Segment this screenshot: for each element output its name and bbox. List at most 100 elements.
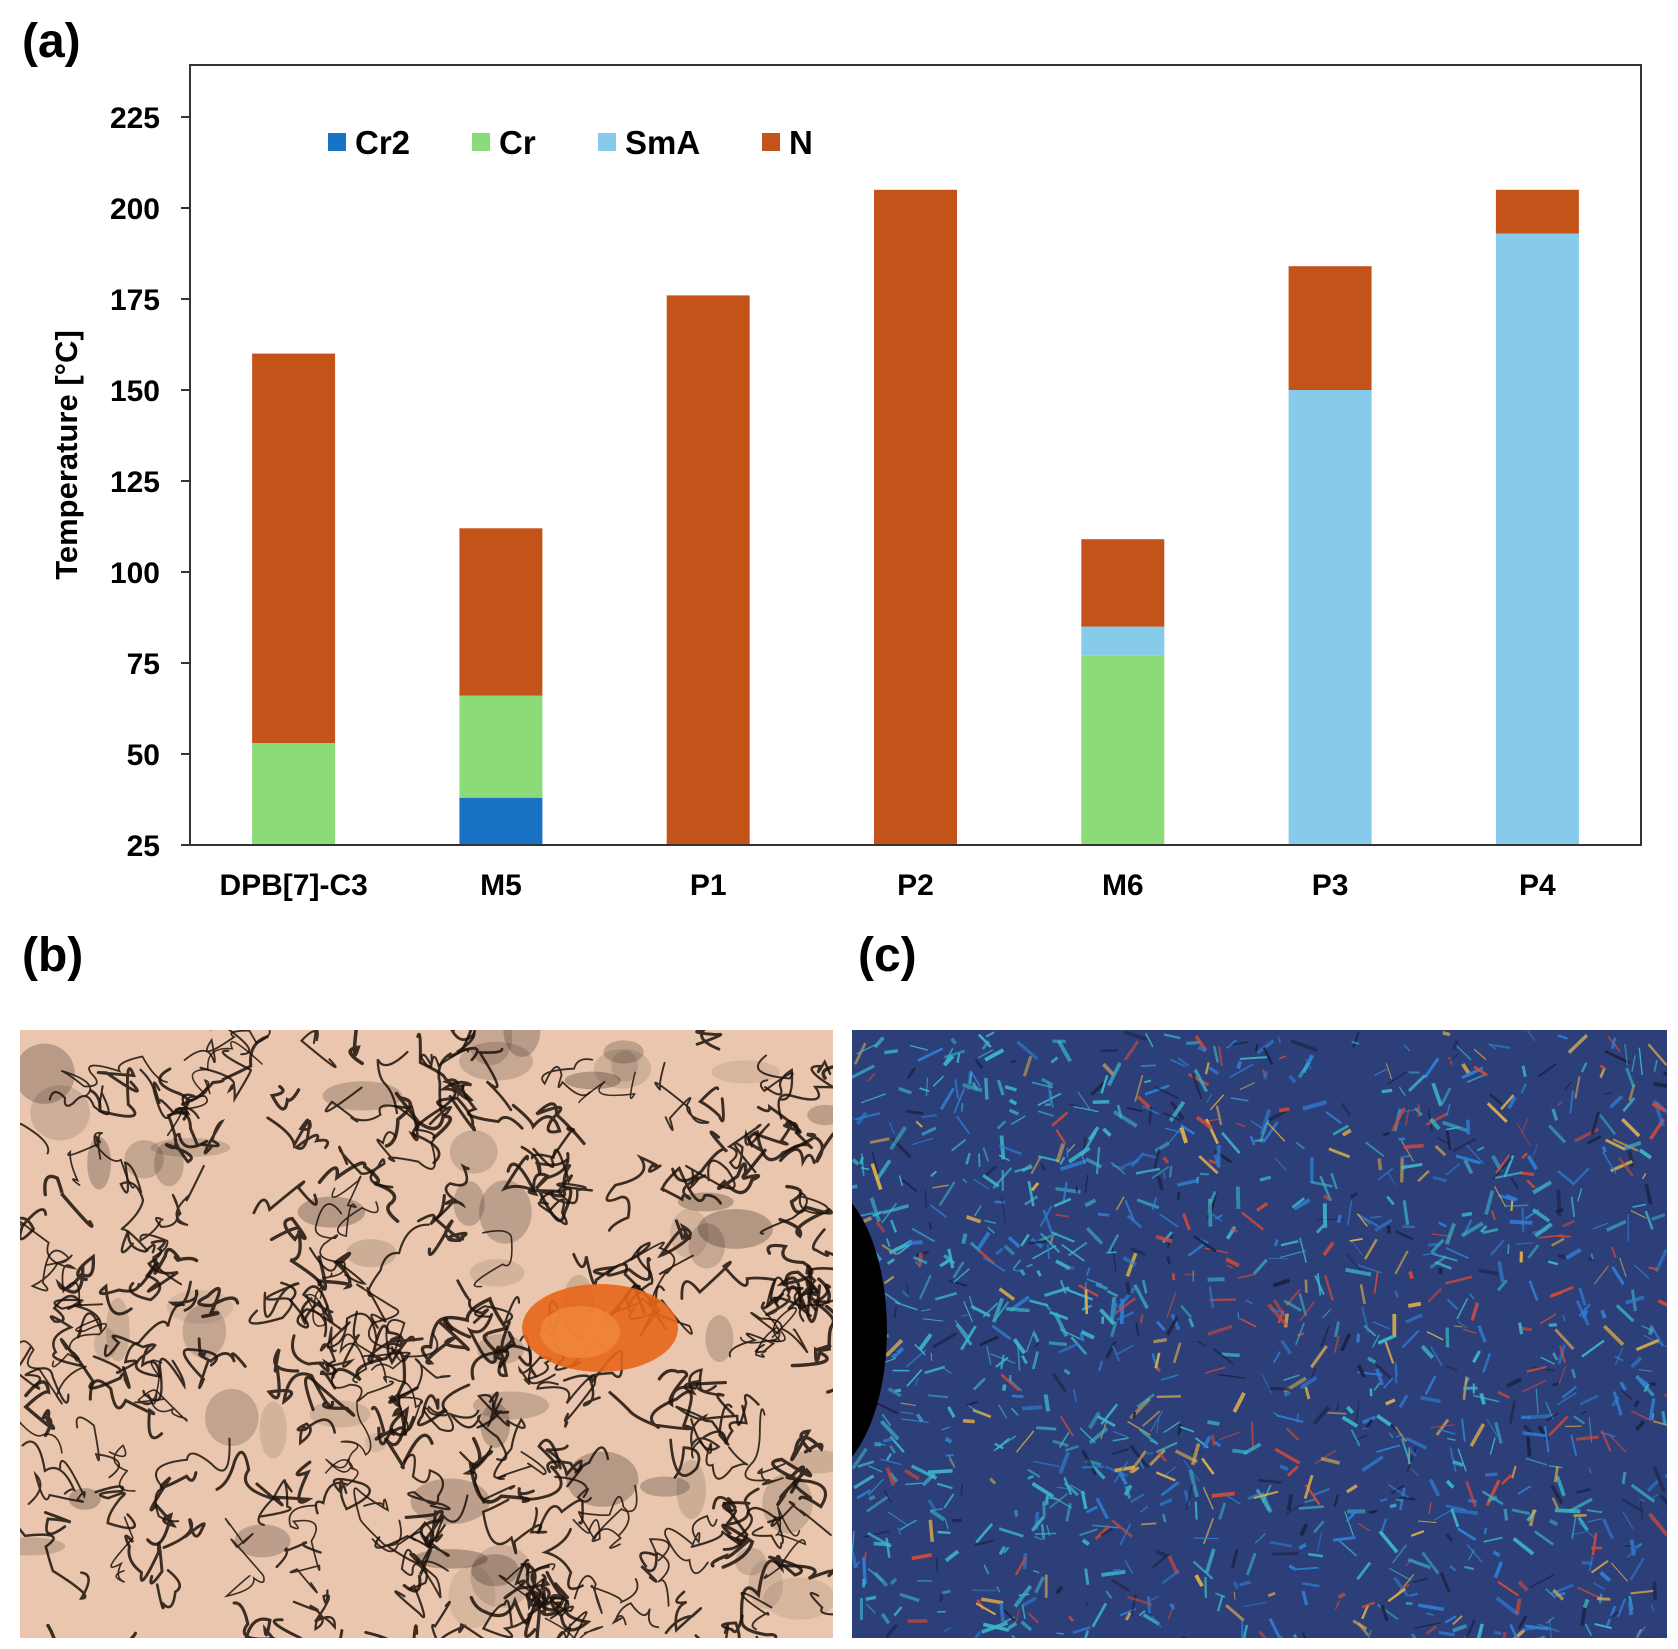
texture-streak <box>914 1377 920 1387</box>
texture-streak <box>1444 1222 1456 1245</box>
texture-streak <box>1067 1241 1088 1257</box>
disclination-thread <box>608 1390 693 1431</box>
texture-streak <box>888 1121 896 1135</box>
texture-streak <box>1193 1235 1217 1253</box>
texture-streak <box>919 1087 930 1093</box>
texture-streak <box>1445 1504 1467 1512</box>
texture-blotch <box>688 1223 726 1269</box>
texture-streak <box>1432 1175 1447 1183</box>
disclination-thread <box>155 1569 181 1610</box>
texture-streak <box>1444 1615 1457 1624</box>
bar-n-p2 <box>874 189 957 846</box>
texture-streak <box>1026 1263 1033 1268</box>
texture-streak <box>1177 1423 1183 1436</box>
texture-streak <box>1385 1063 1393 1080</box>
disclination-thread <box>473 1230 513 1288</box>
texture-streak <box>1134 1075 1144 1102</box>
texture-streak <box>1548 1465 1563 1469</box>
texture-streak <box>1322 1308 1332 1319</box>
texture-streak <box>1084 1630 1090 1638</box>
disclination-thread <box>154 1437 231 1523</box>
texture-streak <box>1336 1214 1343 1224</box>
disclination-thread <box>690 1439 749 1480</box>
texture-streak <box>1438 1428 1456 1435</box>
texture-streak <box>954 1319 970 1337</box>
texture-streak <box>1576 1487 1591 1494</box>
texture-streak <box>1628 1601 1633 1616</box>
texture-streak <box>906 1067 917 1079</box>
texture-blotch <box>480 1402 511 1448</box>
texture-streak <box>1545 1412 1559 1422</box>
disclination-thread <box>416 1163 470 1226</box>
disclination-thread <box>388 1357 451 1407</box>
texture-streak <box>1191 1073 1203 1100</box>
texture-streak <box>1489 1437 1496 1455</box>
texture-streak <box>1123 1484 1133 1497</box>
texture-streak <box>1259 1175 1272 1182</box>
texture-streak <box>1457 1448 1467 1472</box>
texture-streak <box>1014 1509 1019 1517</box>
texture-streak <box>1389 1503 1397 1509</box>
texture-streak <box>1446 1126 1460 1131</box>
texture-streak <box>1429 1424 1455 1429</box>
texture-streak <box>1508 1400 1517 1424</box>
texture-streak <box>1632 1203 1647 1208</box>
texture-streak <box>1019 1268 1026 1276</box>
disclination-thread <box>541 1058 594 1097</box>
texture-streak <box>1141 1522 1157 1526</box>
texture-streak <box>1047 1244 1050 1260</box>
texture-streak <box>961 1102 964 1112</box>
texture-streak <box>1160 1374 1179 1381</box>
texture-streak <box>1322 1241 1335 1257</box>
disclination-thread <box>812 1283 833 1326</box>
texture-streak <box>1334 1321 1341 1338</box>
texture-streak <box>1535 1635 1546 1638</box>
texture-streak <box>865 1595 877 1602</box>
texture-blotch <box>30 1085 90 1141</box>
texture-streak <box>1521 1152 1528 1160</box>
disclination-thread <box>319 1310 361 1368</box>
texture-streak <box>1351 1240 1364 1256</box>
texture-streak <box>1579 1394 1599 1406</box>
texture-streak <box>1156 1320 1166 1332</box>
texture-streak <box>875 1159 892 1181</box>
texture-streak <box>1027 1474 1034 1480</box>
texture-streak <box>1252 1258 1268 1275</box>
disclination-thread <box>199 1049 252 1104</box>
texture-streak <box>1111 1164 1125 1171</box>
texture-streak <box>1590 1560 1609 1574</box>
texture-streak <box>1553 1466 1559 1483</box>
disclination-thread <box>450 1030 479 1062</box>
texture-streak <box>865 1603 877 1614</box>
texture-streak <box>1328 1147 1351 1159</box>
texture-streak <box>969 1071 973 1085</box>
texture-streak <box>1376 1444 1401 1453</box>
texture-streak <box>1102 1127 1112 1137</box>
texture-streak <box>1208 1286 1215 1309</box>
texture-streak <box>1288 1074 1297 1084</box>
texture-streak <box>1030 1156 1042 1175</box>
texture-streak <box>883 1275 895 1285</box>
texture-streak <box>1015 1430 1035 1453</box>
texture-streak <box>1224 1493 1242 1505</box>
texture-streak <box>1215 1105 1223 1126</box>
texture-streak <box>1594 1622 1612 1630</box>
texture-streak <box>1072 1389 1078 1402</box>
texture-streak <box>944 1368 952 1374</box>
bar-n-p1 <box>666 295 750 845</box>
texture-streak <box>1085 1157 1103 1169</box>
texture-streak <box>1466 1119 1471 1135</box>
disclination-thread <box>88 1379 164 1440</box>
texture-streak <box>1376 1603 1399 1621</box>
texture-streak <box>1345 1254 1364 1273</box>
legend-swatch-cr2 <box>328 133 346 151</box>
texture-streak <box>1345 1508 1359 1523</box>
texture-streak <box>976 1231 991 1250</box>
texture-streak <box>1371 1334 1380 1348</box>
texture-streak <box>896 1239 912 1251</box>
texture-streak <box>1400 1154 1411 1159</box>
texture-streak <box>936 1557 939 1573</box>
texture-streak <box>1113 1110 1138 1128</box>
texture-streak <box>853 1042 867 1065</box>
texture-streak <box>1635 1626 1647 1638</box>
